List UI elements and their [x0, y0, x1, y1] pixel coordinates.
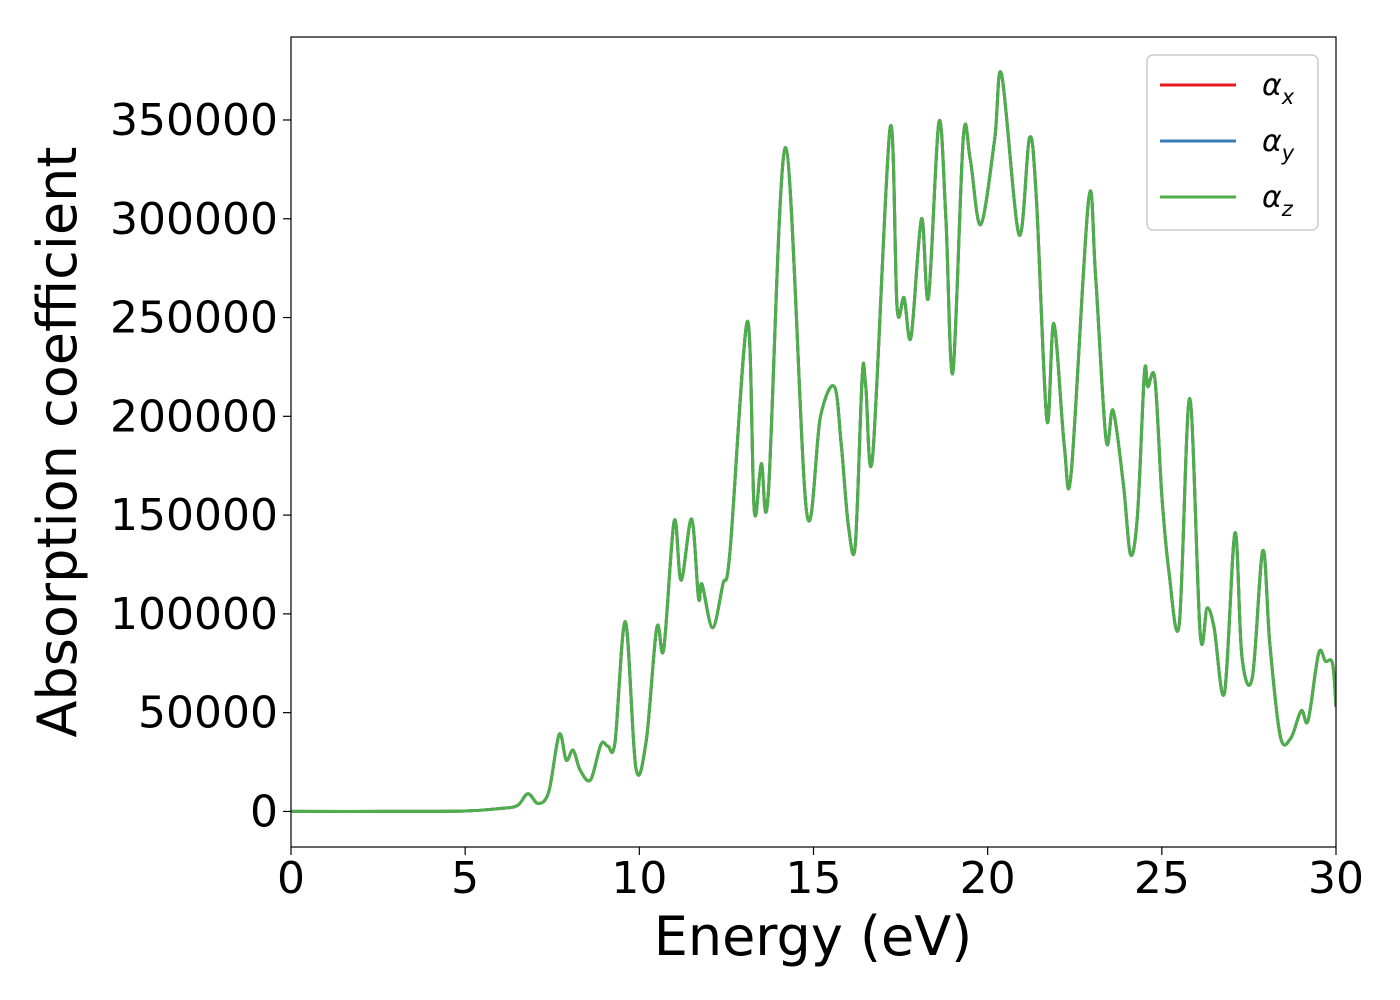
x-tick-label: 10 — [611, 853, 667, 904]
x-tick-label: 20 — [960, 853, 1016, 904]
x-tick-label: 5 — [451, 853, 479, 904]
y-tick-label: 350000 — [110, 95, 278, 146]
x-axis-title: Energy (eV) — [654, 905, 973, 968]
series-line-z — [291, 70, 1336, 813]
y-tick-label: 200000 — [110, 391, 278, 442]
x-tick-label: 25 — [1134, 853, 1190, 904]
series-lines — [291, 70, 1336, 813]
y-axis-title: Absorption coefficient — [26, 147, 89, 738]
y-tick-label: 50000 — [138, 688, 278, 739]
y-tick-label: 250000 — [110, 293, 278, 344]
y-tick-label: 0 — [250, 786, 278, 837]
x-tick-label: 0 — [277, 853, 305, 904]
y-axis-ticks: 0 50000 100000 150000 200000 250000 300000 3500… — [110, 95, 291, 837]
x-tick-label: 30 — [1308, 853, 1364, 904]
y-tick-label: 100000 — [110, 589, 278, 640]
x-axis-ticks: 0 5 10 15 20 25 30 — [277, 847, 1364, 904]
y-tick-label: 150000 — [110, 490, 278, 541]
y-tick-label: 300000 — [110, 194, 278, 245]
x-tick-label: 15 — [786, 853, 842, 904]
